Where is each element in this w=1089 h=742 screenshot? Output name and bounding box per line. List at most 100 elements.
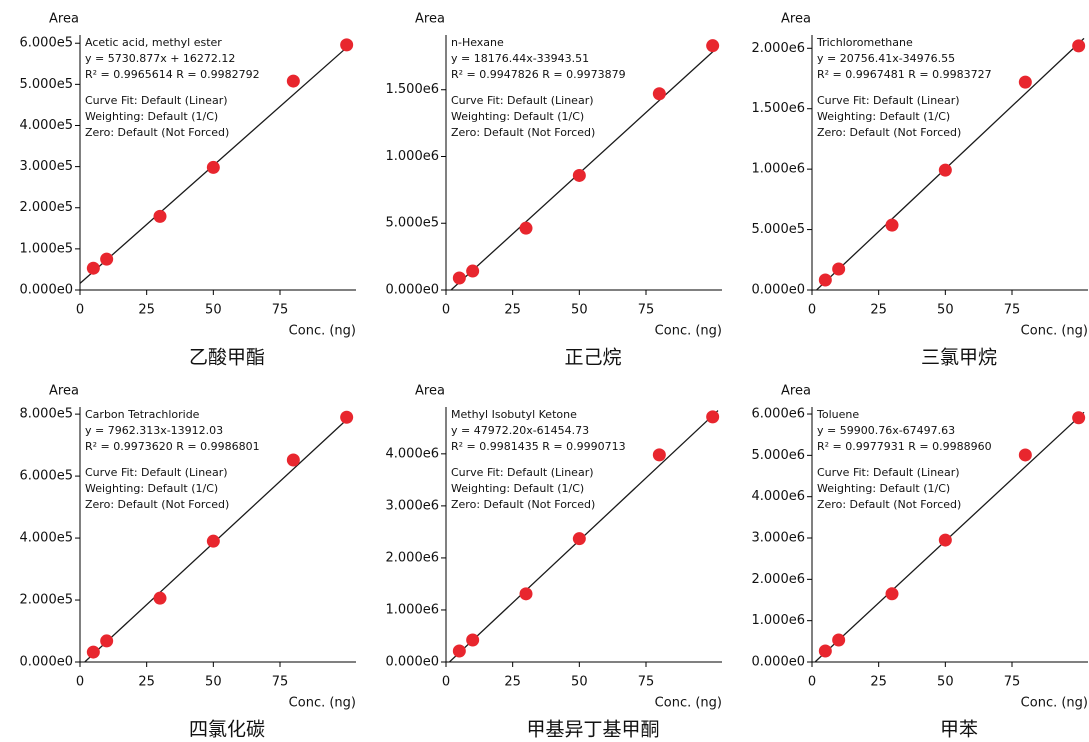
data-point bbox=[519, 587, 533, 601]
x-tick-label: 0 bbox=[76, 303, 84, 318]
data-point bbox=[206, 160, 220, 174]
annotation: Weighting: Default (1/C) bbox=[85, 110, 218, 123]
y-tick-label: 2.000e6 bbox=[752, 41, 806, 56]
y-tick-label: 1.000e6 bbox=[386, 602, 440, 617]
y-tick-label: 4.000e5 bbox=[20, 531, 74, 546]
annotation: R² = 0.9947826 R = 0.9973879 bbox=[451, 68, 626, 81]
chart-title: 乙酸甲酯 bbox=[189, 347, 265, 369]
data-point bbox=[572, 168, 586, 182]
y-tick-label: 2.000e6 bbox=[386, 550, 440, 565]
y-tick-label: 1.000e6 bbox=[386, 149, 440, 164]
annotation: R² = 0.9977931 R = 0.9988960 bbox=[817, 440, 992, 453]
x-tick-label: 75 bbox=[638, 675, 655, 690]
y-axis-label: Area bbox=[49, 12, 79, 27]
annotation: R² = 0.9973620 R = 0.9986801 bbox=[85, 440, 260, 453]
x-tick-label: 50 bbox=[205, 675, 222, 690]
annotation: Methyl Isobutyl Ketone bbox=[451, 408, 577, 421]
panel: 0.000e0 2.000e5 4.000e5 6.000e5 8.000e5 0 25 50… bbox=[20, 384, 356, 741]
chart-title: 甲基异丁基甲酮 bbox=[526, 719, 659, 741]
y-tick-label: 0.000e0 bbox=[386, 655, 440, 670]
x-tick-label: 75 bbox=[272, 675, 289, 690]
data-point bbox=[706, 410, 720, 424]
annotation: R² = 0.9965614 R = 0.9982792 bbox=[85, 68, 260, 81]
data-point bbox=[1018, 448, 1032, 462]
y-tick-label: 5.000e5 bbox=[752, 222, 806, 237]
x-tick-label: 50 bbox=[571, 303, 588, 318]
data-point bbox=[1072, 411, 1086, 425]
data-point bbox=[706, 39, 720, 53]
annotation: Zero: Default (Not Forced) bbox=[817, 498, 961, 511]
annotation: Curve Fit: Default (Linear) bbox=[85, 94, 228, 107]
y-tick-label: 0.000e0 bbox=[20, 283, 74, 298]
panel: 0.000e0 5.000e5 1.000e6 1.500e6 0 25 50 75 Area C… bbox=[386, 12, 722, 369]
x-tick-label: 75 bbox=[272, 303, 289, 318]
data-point bbox=[938, 533, 952, 547]
data-point bbox=[466, 264, 480, 278]
data-point bbox=[832, 633, 846, 647]
data-point bbox=[652, 87, 666, 101]
x-axis-label: Conc. (ng) bbox=[289, 696, 356, 711]
chart-title: 三氯甲烷 bbox=[921, 347, 997, 369]
x-tick-label: 50 bbox=[937, 675, 954, 690]
x-axis-label: Conc. (ng) bbox=[655, 324, 722, 339]
y-tick-label: 4.000e6 bbox=[752, 489, 806, 504]
x-tick-label: 0 bbox=[808, 303, 816, 318]
annotation: Zero: Default (Not Forced) bbox=[451, 126, 595, 139]
data-point bbox=[938, 163, 952, 177]
annotation: y = 18176.44x-33943.51 bbox=[451, 52, 589, 65]
annotation: n-Hexane bbox=[451, 36, 504, 49]
data-point bbox=[1072, 39, 1086, 53]
annotation: y = 7962.313x-13912.03 bbox=[85, 424, 223, 437]
y-tick-label: 5.000e5 bbox=[386, 216, 440, 231]
annotation: Zero: Default (Not Forced) bbox=[817, 126, 961, 139]
x-tick-label: 50 bbox=[937, 303, 954, 318]
x-tick-label: 75 bbox=[1004, 675, 1021, 690]
x-tick-label: 25 bbox=[870, 675, 887, 690]
y-tick-label: 5.000e5 bbox=[20, 77, 74, 92]
x-axis-label: Conc. (ng) bbox=[289, 324, 356, 339]
annotation: R² = 0.9967481 R = 0.9983727 bbox=[817, 68, 992, 81]
x-tick-label: 75 bbox=[1004, 303, 1021, 318]
chart-title: 甲苯 bbox=[940, 719, 978, 741]
y-axis-label: Area bbox=[415, 384, 445, 399]
data-point bbox=[818, 273, 832, 287]
y-tick-label: 0.000e0 bbox=[386, 283, 440, 298]
x-tick-label: 0 bbox=[442, 675, 450, 690]
annotation: R² = 0.9981435 R = 0.9990713 bbox=[451, 440, 626, 453]
data-point bbox=[100, 252, 114, 266]
y-tick-label: 4.000e6 bbox=[386, 446, 440, 461]
annotation: Weighting: Default (1/C) bbox=[817, 110, 950, 123]
data-point bbox=[885, 218, 899, 232]
annotation: Acetic acid, methyl ester bbox=[85, 36, 222, 49]
annotation: Zero: Default (Not Forced) bbox=[85, 126, 229, 139]
data-point bbox=[86, 645, 100, 659]
data-point bbox=[1018, 75, 1032, 89]
annotation: Curve Fit: Default (Linear) bbox=[451, 466, 594, 479]
y-tick-label: 3.000e6 bbox=[752, 531, 806, 546]
y-axis-label: Area bbox=[415, 12, 445, 27]
annotation: Curve Fit: Default (Linear) bbox=[85, 466, 228, 479]
annotation: Curve Fit: Default (Linear) bbox=[451, 94, 594, 107]
panel: 0.000e0 5.000e5 1.000e6 1.500e6 2.000e6 0 25 50… bbox=[752, 12, 1088, 369]
annotation: Carbon Tetrachloride bbox=[85, 408, 200, 421]
x-tick-label: 0 bbox=[442, 303, 450, 318]
y-tick-label: 3.000e5 bbox=[20, 159, 74, 174]
data-point bbox=[519, 221, 533, 235]
data-point bbox=[153, 591, 167, 605]
x-tick-label: 25 bbox=[870, 303, 887, 318]
annotation: Zero: Default (Not Forced) bbox=[85, 498, 229, 511]
y-tick-label: 8.000e5 bbox=[20, 407, 74, 422]
data-point bbox=[572, 532, 586, 546]
x-tick-label: 25 bbox=[504, 675, 521, 690]
data-point bbox=[466, 633, 480, 647]
y-tick-label: 1.500e6 bbox=[386, 82, 440, 97]
x-tick-label: 25 bbox=[138, 303, 155, 318]
x-tick-label: 50 bbox=[571, 675, 588, 690]
y-tick-label: 0.000e0 bbox=[752, 655, 806, 670]
x-axis-label: Conc. (ng) bbox=[655, 696, 722, 711]
y-tick-label: 3.000e6 bbox=[386, 498, 440, 513]
data-point bbox=[286, 74, 300, 88]
y-tick-label: 2.000e5 bbox=[20, 593, 74, 608]
